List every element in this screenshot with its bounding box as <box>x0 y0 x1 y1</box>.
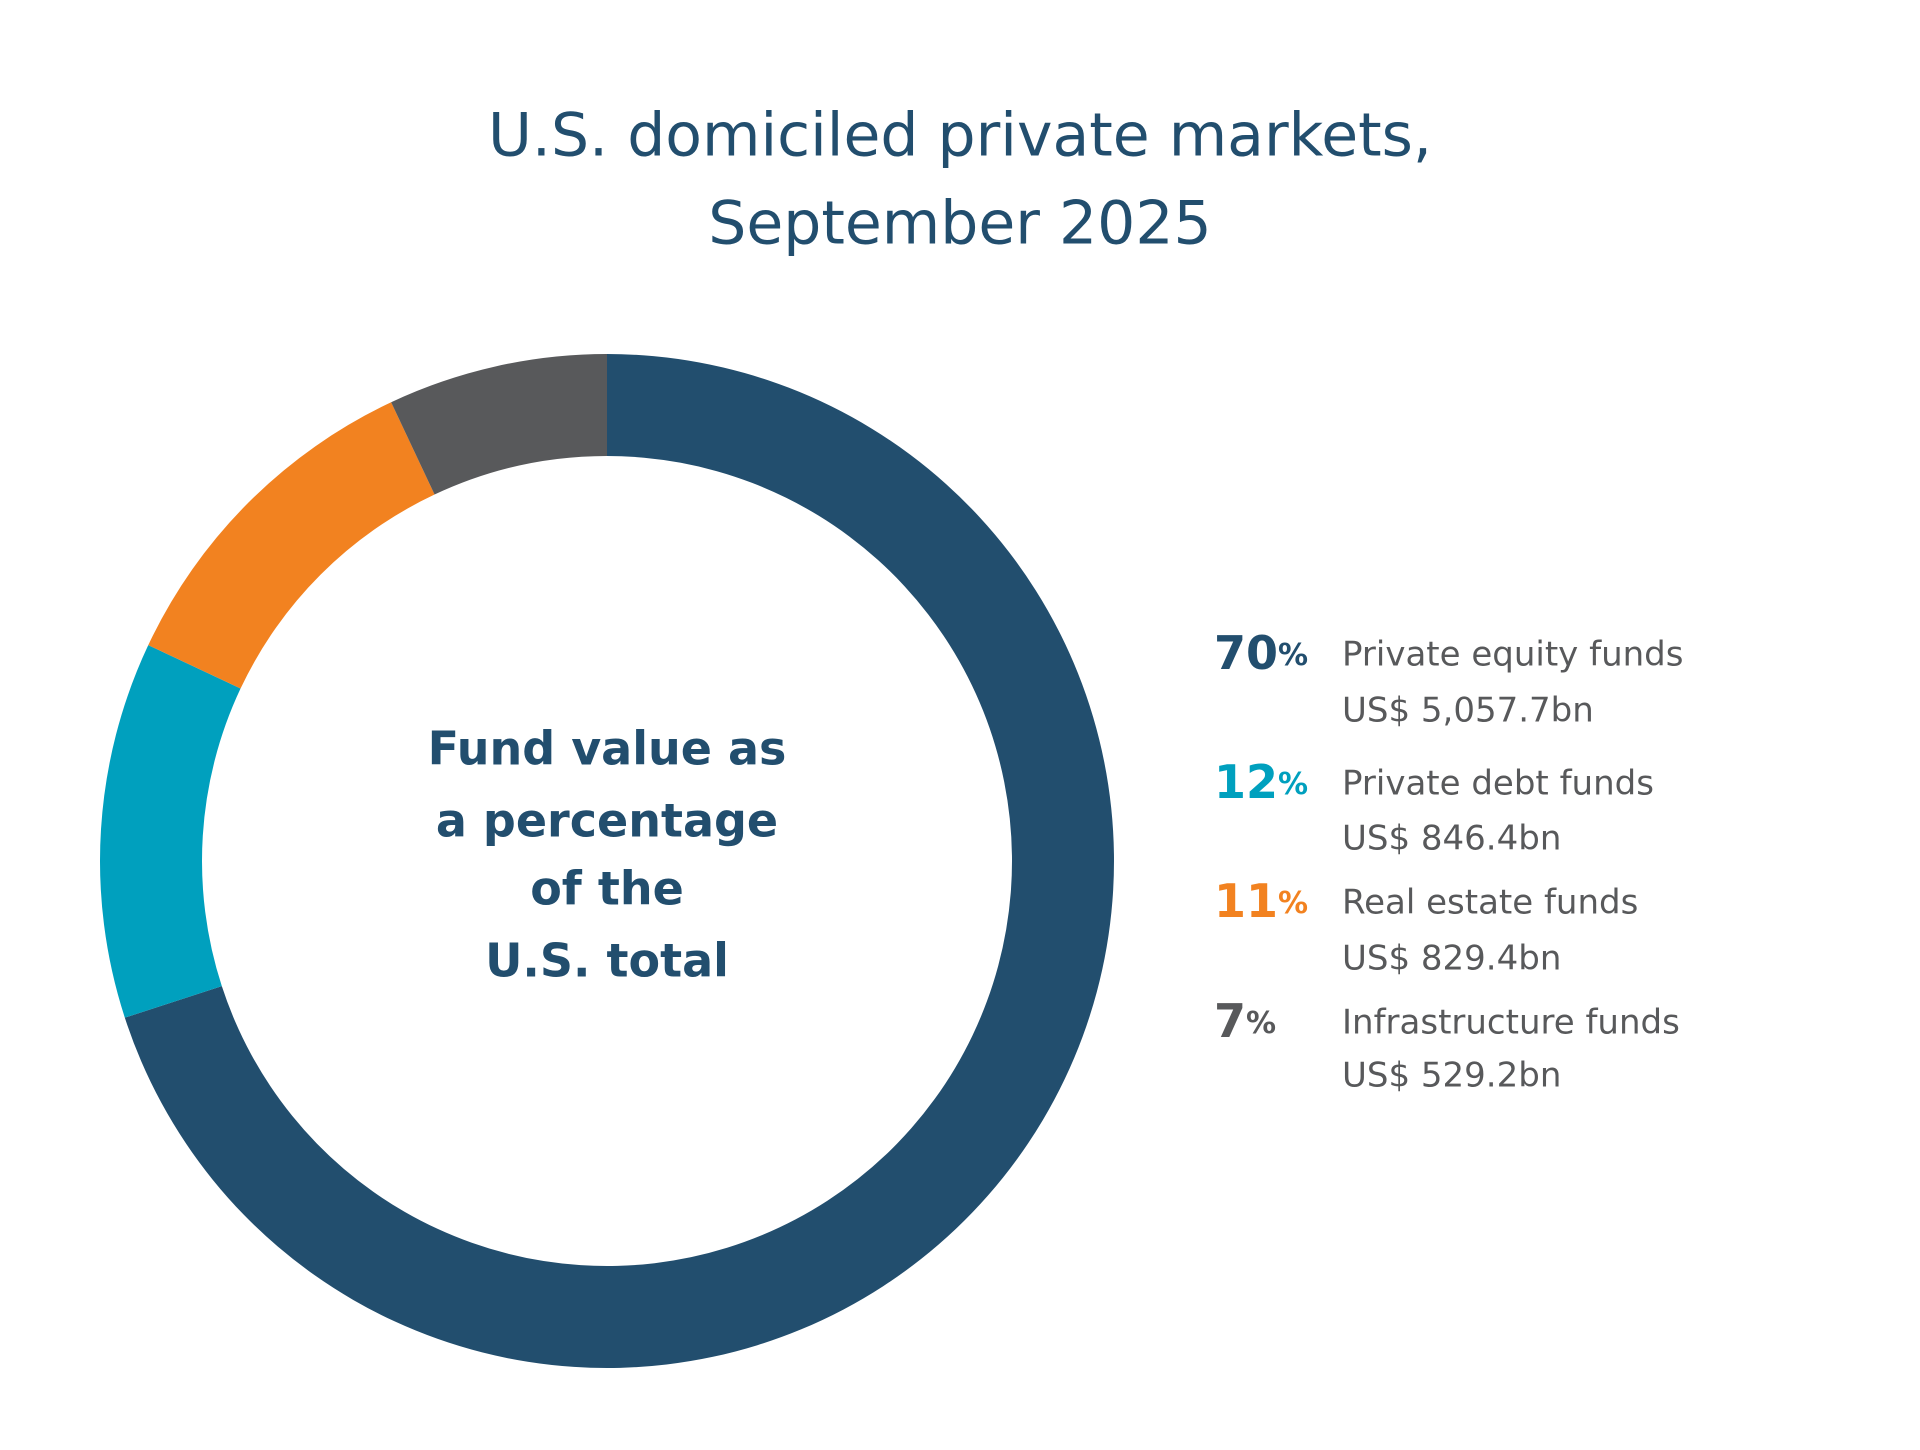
donut-segment <box>100 645 241 1018</box>
legend-detail: US$ 529.2bn <box>1342 1056 1561 1096</box>
legend-value: 12% <box>1214 755 1308 809</box>
center-label: Fund value as <box>428 722 787 776</box>
donut <box>100 354 1114 1368</box>
chart-title: U.S. domiciled private markets, <box>488 101 1432 171</box>
chart-title: September 2025 <box>708 189 1211 259</box>
legend-name: Real estate funds <box>1342 883 1638 923</box>
legend-value: 7% <box>1214 994 1276 1048</box>
legend-detail: US$ 829.4bn <box>1342 939 1561 979</box>
donut-segment <box>391 354 607 495</box>
center-label: U.S. total <box>485 934 729 988</box>
legend-detail: US$ 846.4bn <box>1342 819 1561 859</box>
legend-value: 11% <box>1214 874 1308 928</box>
legend-name: Private debt funds <box>1342 764 1654 804</box>
donut-segment <box>148 402 435 689</box>
center-label: a percentage <box>436 794 778 848</box>
center-label: of the <box>530 862 684 916</box>
legend-detail: US$ 5,057.7bn <box>1342 691 1594 731</box>
legend-value: 70% <box>1214 626 1308 680</box>
legend: 70% Private equity funds US$ 5,057.7bn 12% P… <box>1214 626 1683 1096</box>
legend-name: Private equity funds <box>1342 635 1683 675</box>
legend-name: Infrastructure funds <box>1342 1003 1680 1043</box>
